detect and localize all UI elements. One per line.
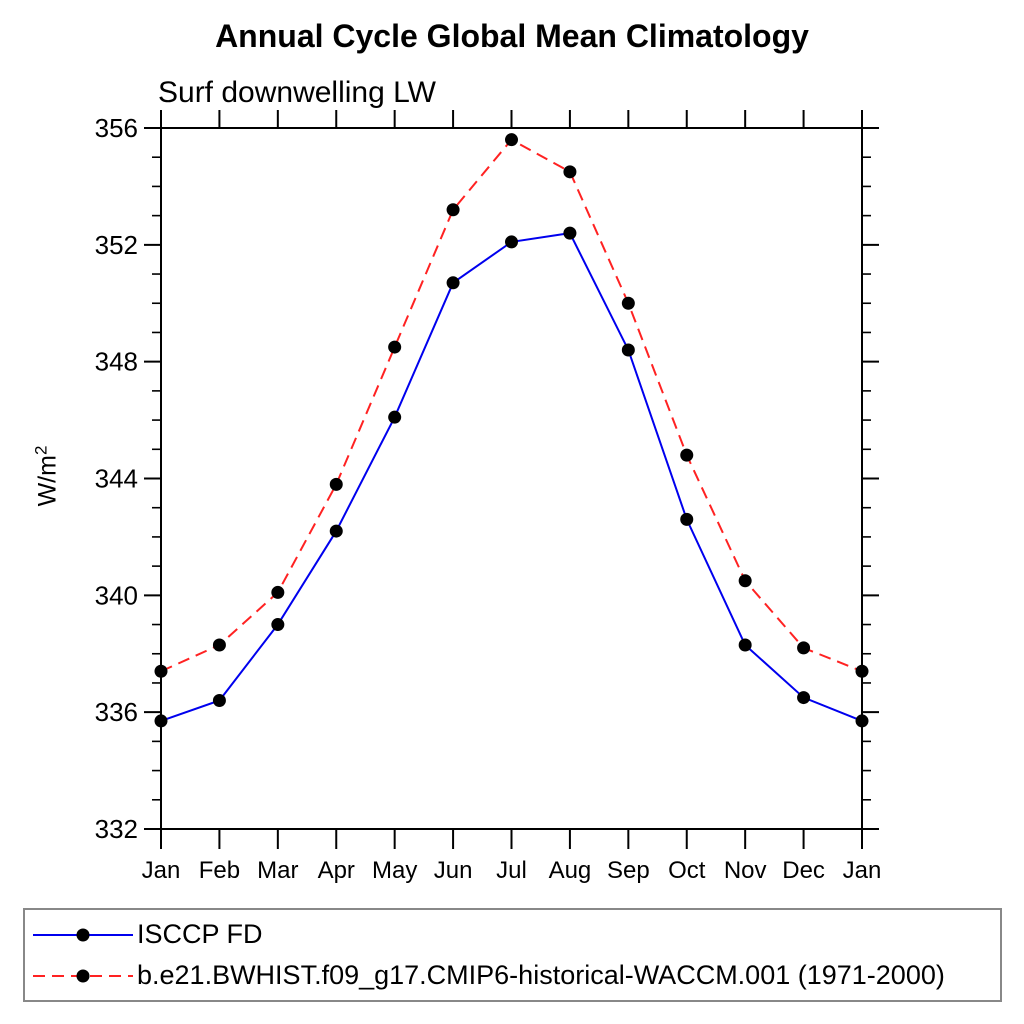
legend-item-isccp: ISCCP FD [29, 921, 1000, 948]
plot-border [160, 127, 863, 830]
data-point-marker [505, 133, 518, 147]
x-tick-label: Jan [142, 857, 181, 884]
legend-swatch-solid-line-marker [33, 928, 133, 941]
x-tick-label: Jun [434, 857, 473, 884]
data-point-marker [212, 693, 226, 707]
data-point-marker [797, 641, 811, 655]
x-tick-label: May [372, 857, 417, 884]
x-tick-label: Nov [724, 857, 767, 884]
data-point-marker [446, 203, 460, 217]
data-point-marker [855, 664, 869, 678]
data-point-marker [738, 638, 752, 652]
data-point-marker [738, 574, 752, 588]
y-tick-label: 348 [95, 347, 138, 377]
data-point-marker [797, 691, 811, 705]
legend-label: ISCCP FD [137, 919, 263, 949]
data-point-marker [563, 226, 577, 240]
x-tick-label: Oct [668, 857, 706, 884]
data-point-marker [505, 235, 518, 249]
data-point-marker [680, 512, 694, 526]
data-point-marker [271, 585, 285, 599]
legend-item-model: b.e21.BWHIST.f09_g17.CMIP6-historical-WA… [29, 962, 1000, 989]
data-point-marker [446, 276, 460, 290]
y-tick-label: 356 [95, 113, 138, 143]
legend-marker-sample [76, 928, 90, 941]
x-tick-label: Jan [843, 857, 882, 884]
chart-subtitle: Surf downwelling LW [158, 76, 436, 109]
data-point-marker [271, 618, 285, 632]
legend-label: b.e21.BWHIST.f09_g17.CMIP6-historical-WA… [137, 960, 945, 990]
data-point-marker [212, 638, 226, 652]
y-tick-label: 352 [95, 230, 138, 260]
y-tick-label: 336 [95, 697, 138, 727]
x-tick-label: Mar [257, 857, 298, 884]
chart-title: Annual Cycle Global Mean Climatology [215, 18, 809, 54]
data-point-marker [388, 340, 402, 354]
series-line-0 [160, 232, 863, 722]
data-point-marker [329, 477, 343, 491]
x-tick-label: Dec [782, 857, 825, 884]
x-tick-label: Aug [549, 857, 592, 884]
legend: ISCCP FD b.e21.BWHIST.f09_g17.CMIP6-hist… [23, 908, 1002, 1002]
x-tick-label: Jul [496, 857, 527, 884]
data-point-marker [621, 343, 635, 357]
legend-marker-sample [76, 969, 90, 982]
x-tick-label: Feb [199, 857, 240, 884]
data-point-marker [154, 714, 168, 728]
y-tick-label: 332 [95, 814, 138, 844]
legend-swatch-dashed-line-marker [33, 969, 133, 982]
data-point-marker [621, 296, 635, 310]
data-point-marker [154, 664, 168, 678]
data-point-marker [855, 714, 869, 728]
y-tick-label: 340 [95, 580, 138, 610]
data-point-marker [563, 165, 577, 179]
data-point-marker [388, 410, 402, 424]
x-tick-label: Apr [318, 857, 355, 884]
x-tick-label: Sep [607, 857, 650, 884]
data-point-marker [680, 448, 694, 462]
data-point-marker [329, 524, 343, 538]
series-line-1 [160, 138, 863, 673]
y-tick-label: 344 [95, 464, 138, 494]
